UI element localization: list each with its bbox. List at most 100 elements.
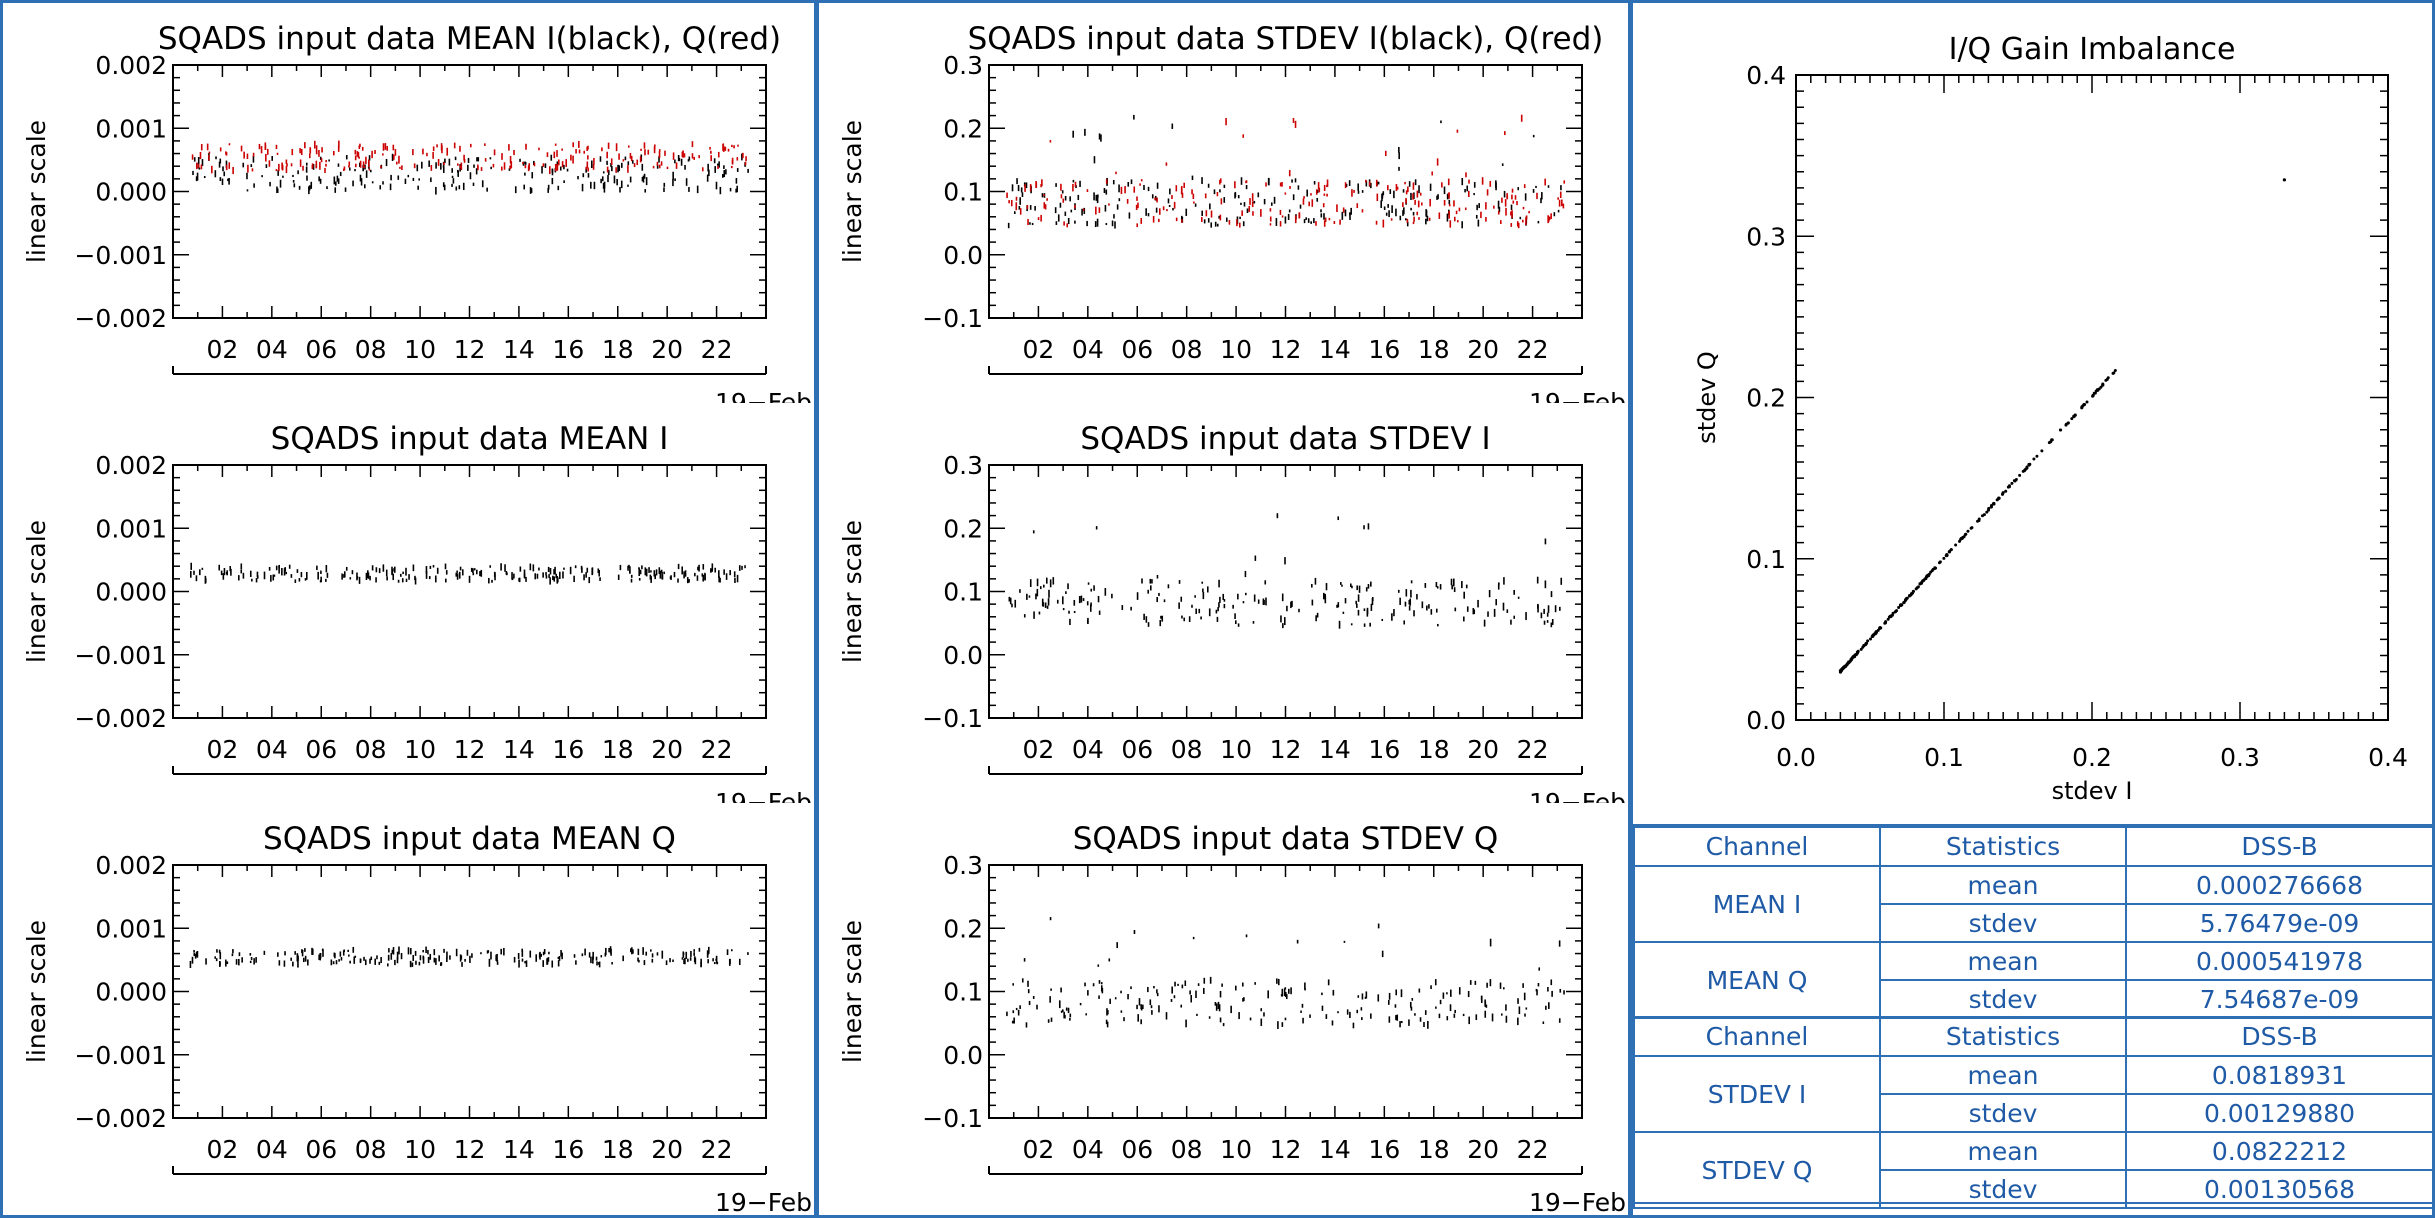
table-row: MEAN Q mean 0.000541978 — [1633, 941, 2434, 1019]
x-tick-label: 12 — [1270, 1135, 1302, 1164]
y-tick-label: −0.1 — [922, 1104, 983, 1133]
table-row: STDEV I mean 0.0818931 — [1633, 1055, 2434, 1133]
y-tick-label: 0.0 — [943, 641, 983, 670]
x-tick-label: 14 — [1319, 735, 1351, 764]
chart-stdev-q: SQADS input data STDEV Q linear scale 0.3 0… — [838, 821, 1626, 1215]
chart-stdev-i: SQADS input data STDEV I linear scale 0.3 0… — [838, 421, 1626, 803]
data-point — [1960, 536, 1964, 540]
data-point — [1861, 645, 1865, 649]
data-point — [1902, 600, 1906, 604]
data-point — [1962, 535, 1966, 539]
y-tick-label: −0.001 — [74, 641, 167, 670]
y-axis-label: stdev Q — [1693, 351, 1721, 444]
x-tick-label: 14 — [503, 735, 535, 764]
data-point — [1991, 502, 1995, 506]
chart-gain-imbalance: I/Q Gain Imbalance 0.0 0.1 0.2 0.3 0.4 0.4 0.3 0… — [1693, 32, 2408, 805]
y-tick-label: 0.2 — [1746, 384, 1786, 413]
y-tick-label: −0.002 — [74, 304, 167, 333]
points-group — [1006, 114, 1566, 229]
data-point — [2092, 391, 2096, 395]
data-point — [2040, 449, 2044, 453]
y-tick-label: 0.3 — [943, 851, 983, 880]
x-tick-label: 06 — [1121, 335, 1153, 364]
date-label: 19−Feb — [715, 788, 812, 803]
x-tick-label: 06 — [305, 335, 337, 364]
x-tick-label: 08 — [1171, 735, 1203, 764]
points-group — [1008, 513, 1563, 629]
data-point — [1894, 610, 1898, 614]
points-group — [190, 562, 746, 585]
x-tick-label: 08 — [355, 735, 387, 764]
x-tick-label: 12 — [1270, 335, 1302, 364]
x-tick-label: 04 — [1072, 335, 1104, 364]
data-point — [2081, 404, 2085, 408]
data-point — [1969, 526, 1973, 530]
channel-mean-i: MEAN I — [1633, 865, 1881, 943]
x-tick-label: 08 — [1171, 1135, 1203, 1164]
data-point — [1929, 570, 1933, 574]
x-tick-label: 04 — [1072, 1135, 1104, 1164]
x-tick-label: 16 — [552, 735, 584, 764]
data-point — [1915, 586, 1919, 590]
y-axis-label: linear scale — [838, 920, 867, 1063]
data-point — [1859, 647, 1863, 651]
chart-title: I/Q Gain Imbalance — [1949, 32, 2236, 67]
data-point — [1958, 539, 1962, 543]
y-tick-label: −0.001 — [74, 241, 167, 270]
y-tick-label: 0.2 — [943, 514, 983, 543]
chart-title: SQADS input data MEAN I(black), Q(red) — [158, 21, 781, 57]
points-group — [189, 946, 749, 968]
data-point — [2007, 485, 2011, 489]
x-tick-label: 04 — [1072, 735, 1104, 764]
data-point — [1897, 606, 1901, 610]
y-tick-label: 0.002 — [95, 51, 167, 80]
stat-value: 0.000276668 — [2125, 865, 2434, 905]
stat-label: stdev — [1879, 1169, 2127, 1209]
x-tick-label: 16 — [1368, 1135, 1400, 1164]
x-tick-label: 02 — [1023, 335, 1055, 364]
data-point — [1871, 633, 1875, 637]
stat-value: 0.00130568 — [2125, 1169, 2434, 1209]
x-tick-label: 16 — [1368, 735, 1400, 764]
x-tick-label: 18 — [602, 335, 634, 364]
table-row: MEAN I mean 0.000276668 — [1633, 865, 2434, 943]
y-tick-label: 0.0 — [943, 241, 983, 270]
x-tick-label: 0.4 — [2368, 743, 2408, 772]
header-channel: Channel — [1633, 1016, 1881, 1057]
x-tick-label: 04 — [256, 1135, 288, 1164]
stat-label: mean — [1879, 865, 2127, 905]
data-point — [1898, 603, 1902, 607]
data-point — [2095, 388, 2099, 392]
x-tick-label: 10 — [404, 335, 436, 364]
data-point — [2023, 469, 2027, 473]
y-tick-label: 0.3 — [943, 51, 983, 80]
data-point — [2004, 489, 2008, 493]
x-tick-label: 14 — [503, 1135, 535, 1164]
x-tick-label: 06 — [1121, 735, 1153, 764]
x-tick-label: 08 — [1171, 335, 1203, 364]
data-point — [1937, 561, 1941, 565]
data-point — [1911, 589, 1915, 593]
y-axis-label: linear scale — [22, 920, 51, 1063]
data-point — [2104, 378, 2108, 382]
x-tick-label: 14 — [1319, 335, 1351, 364]
x-tick-label: 12 — [454, 335, 486, 364]
data-point — [2035, 454, 2039, 458]
data-point — [1995, 498, 1999, 502]
y-tick-label: −0.001 — [74, 1041, 167, 1070]
chart-title: SQADS input data STDEV I(black), Q(red) — [968, 21, 1604, 57]
table-header-row: Channel Statistics DSS-B — [1633, 1016, 2434, 1057]
data-point — [1933, 566, 1937, 570]
data-point — [2001, 491, 2005, 495]
x-tick-label: 06 — [305, 735, 337, 764]
x-tick-label: 22 — [1517, 1135, 1549, 1164]
data-point — [1964, 532, 1968, 536]
x-tick-label: 22 — [1517, 335, 1549, 364]
stat-label: mean — [1879, 1055, 2127, 1095]
data-point — [1886, 617, 1890, 621]
x-axis-label: stdev I — [2052, 777, 2133, 805]
data-point — [1856, 651, 1860, 655]
y-tick-label: 0.0 — [1746, 706, 1786, 735]
y-tick-label: 0.002 — [95, 851, 167, 880]
y-tick-label: 0.001 — [95, 514, 167, 543]
